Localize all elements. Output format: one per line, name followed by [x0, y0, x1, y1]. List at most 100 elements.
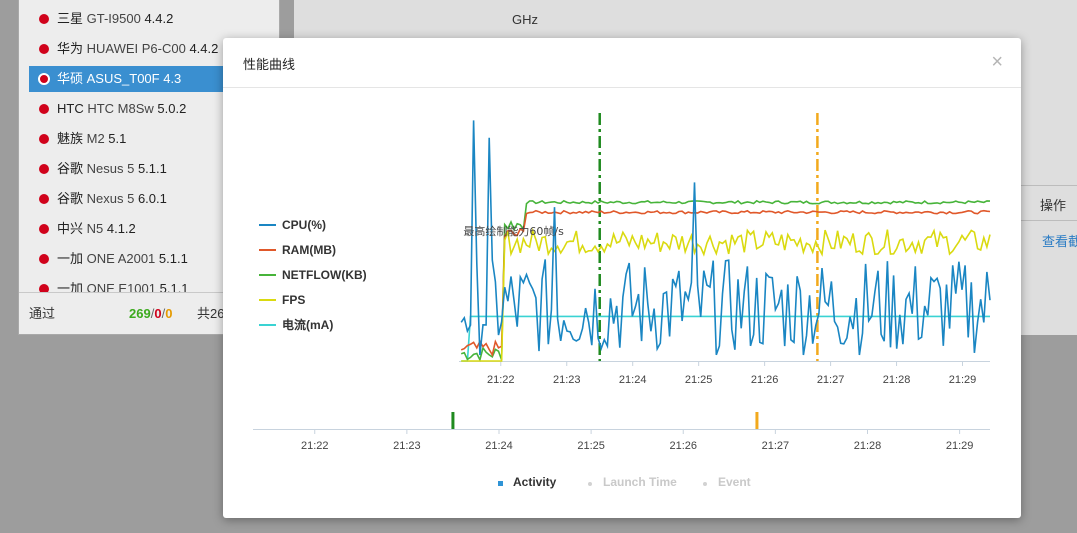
performance-chart[interactable]: 21:22 21:23 21:24 21:25 21:26 21:27 21:28 21:29…	[223, 38, 1021, 518]
device-list-item[interactable]: 华为 HUAWEI P6-C00 4.4.2	[29, 36, 279, 62]
legend-item[interactable]: RAM(MB)	[259, 241, 367, 266]
navigator-legend-item[interactable]: Launch Time	[588, 475, 677, 489]
pass-warn-count: 0	[165, 306, 173, 321]
x-tick-label: 21:28	[883, 374, 911, 386]
navigator-tick-label: 21:29	[946, 440, 974, 452]
device-list-item[interactable]: 魅族 M2 5.1	[29, 126, 279, 152]
divider	[19, 292, 281, 293]
status-dot-icon	[38, 73, 50, 85]
close-icon[interactable]: ×	[991, 51, 1003, 73]
device-version: 4.4.2	[144, 11, 174, 26]
device-version: 6.0.1	[137, 191, 167, 206]
device-version: 4.3	[163, 71, 182, 86]
status-dot-icon	[39, 284, 49, 292]
modal-title: 性能曲线	[243, 57, 296, 72]
pass-label: 通过	[29, 306, 56, 321]
legend-label: CPU(%)	[282, 218, 326, 232]
device-list-item[interactable]: 一加 ONE A2001 5.1.1	[29, 246, 279, 272]
device-brand: 华硕	[57, 71, 87, 86]
x-tick-label: 21:23	[553, 374, 581, 386]
device-brand: 华为	[57, 41, 87, 56]
dot-marker-icon	[703, 482, 707, 486]
device-model: HTC M8Sw	[87, 101, 158, 116]
device-model: N5	[86, 221, 107, 236]
device-version: 4.4.2	[189, 41, 219, 56]
legend-label: FPS	[282, 293, 306, 307]
legend-item[interactable]: FPS	[259, 291, 367, 316]
navigator-legend-item[interactable]: Event	[703, 475, 751, 489]
modal-header: 性能曲线 ×	[223, 38, 1021, 88]
device-list-item[interactable]: 中兴 N5 4.1.2	[29, 216, 279, 242]
status-dot-icon	[39, 14, 49, 24]
series-line	[461, 227, 991, 362]
square-marker-icon	[498, 481, 503, 486]
table-divider	[1020, 220, 1077, 221]
device-version: 5.1	[108, 131, 127, 146]
x-tick-label: 21:27	[817, 374, 845, 386]
device-brand: 中兴	[57, 221, 87, 236]
status-dot-icon	[39, 254, 49, 264]
legend-swatch-icon	[259, 274, 276, 276]
device-list-item[interactable]: 谷歌 Nexus 5 6.0.1	[29, 186, 279, 212]
x-tick-label: 21:26	[751, 374, 779, 386]
device-model: Nexus 5	[86, 191, 138, 206]
navigator-event-marker	[451, 412, 455, 429]
navigator-tick-label: 21:25	[577, 440, 605, 452]
device-model: HUAWEI P6-C00	[86, 41, 190, 56]
navigator-legend-label: Event	[718, 475, 751, 489]
legend-item[interactable]: NETFLOW(KB)	[259, 266, 367, 291]
device-list-item[interactable]: 一加 ONE E1001 5.1.1	[29, 276, 279, 292]
status-dot-icon	[39, 164, 49, 174]
legend-item[interactable]: CPU(%)	[259, 216, 367, 241]
device-brand: 谷歌	[57, 161, 87, 176]
device-brand: 一加	[57, 251, 87, 266]
status-dot-icon	[39, 134, 49, 144]
legend-label: NETFLOW(KB)	[282, 268, 367, 282]
view-screenshot-link[interactable]: 查看截	[1042, 234, 1077, 249]
legend-item[interactable]: 电流(mA)	[259, 316, 367, 341]
total-count: 共26	[197, 306, 225, 321]
navigator-tick-label: 21:27	[762, 440, 790, 452]
navigator-tick-label: 21:23	[393, 440, 421, 452]
status-dot-icon	[39, 224, 49, 234]
device-list-item[interactable]: 三星 GT-I9500 4.4.2	[29, 6, 279, 32]
status-dot-icon	[39, 104, 49, 114]
table-divider	[1020, 185, 1077, 186]
device-list-item[interactable]: 谷歌 Nesus 5 5.1.1	[29, 156, 279, 182]
pass-summary: 通过 269/0/0 共26	[19, 300, 281, 328]
device-brand: 一加	[57, 281, 87, 292]
legend-swatch-icon	[259, 324, 276, 326]
device-model: GT-I9500	[86, 11, 145, 26]
navigator-tick-label: 21:22	[301, 440, 329, 452]
status-dot-icon	[39, 194, 49, 204]
device-model: ASUS_T00F	[86, 71, 164, 86]
device-version: 4.1.2	[106, 221, 136, 236]
navigator-legend-item[interactable]: Activity	[498, 475, 556, 489]
device-brand: 谷歌	[57, 191, 87, 206]
x-tick-label: 21:25	[685, 374, 713, 386]
device-brand: 魅族	[57, 131, 87, 146]
column-header-operations: 操作	[1040, 198, 1067, 213]
device-brand: HTC	[57, 101, 88, 116]
legend-swatch-icon	[259, 224, 276, 226]
pass-stats: 269/0/0	[129, 306, 173, 321]
legend-label: 电流(mA)	[282, 318, 334, 332]
device-model: ONE A2001	[86, 251, 159, 266]
navigator-event-marker	[755, 412, 759, 429]
chart-annotation: 最高绘制能力60帧/s	[463, 224, 564, 238]
legend-swatch-icon	[259, 249, 276, 251]
series-line	[460, 199, 991, 363]
series-line	[460, 209, 991, 358]
device-model: M2	[86, 131, 109, 146]
pass-ok-count: 269	[129, 306, 151, 321]
device-version: 5.0.2	[157, 101, 187, 116]
series-line	[461, 315, 990, 362]
x-tick-label: 21:24	[619, 374, 647, 386]
status-dot-icon	[39, 44, 49, 54]
column-header-ghz: GHz	[512, 12, 538, 27]
x-tick-label: 21:22	[487, 374, 515, 386]
legend-swatch-icon	[259, 299, 276, 301]
device-model: ONE E1001	[86, 281, 160, 292]
device-list-item[interactable]: HTC HTC M8Sw 5.0.2	[29, 96, 279, 122]
navigator-tick-label: 21:24	[485, 440, 513, 452]
